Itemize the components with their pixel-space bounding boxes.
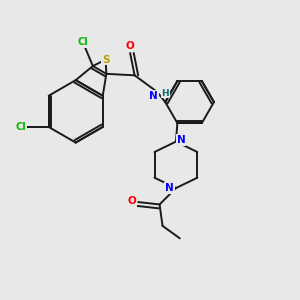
- Text: S: S: [102, 55, 109, 64]
- Text: N: N: [165, 183, 174, 193]
- Text: O: O: [126, 41, 134, 52]
- Text: N: N: [177, 135, 186, 145]
- Text: N: N: [149, 91, 158, 101]
- Text: H: H: [161, 89, 169, 98]
- Text: Cl: Cl: [77, 37, 88, 47]
- Text: Cl: Cl: [15, 122, 26, 132]
- Text: O: O: [127, 196, 136, 206]
